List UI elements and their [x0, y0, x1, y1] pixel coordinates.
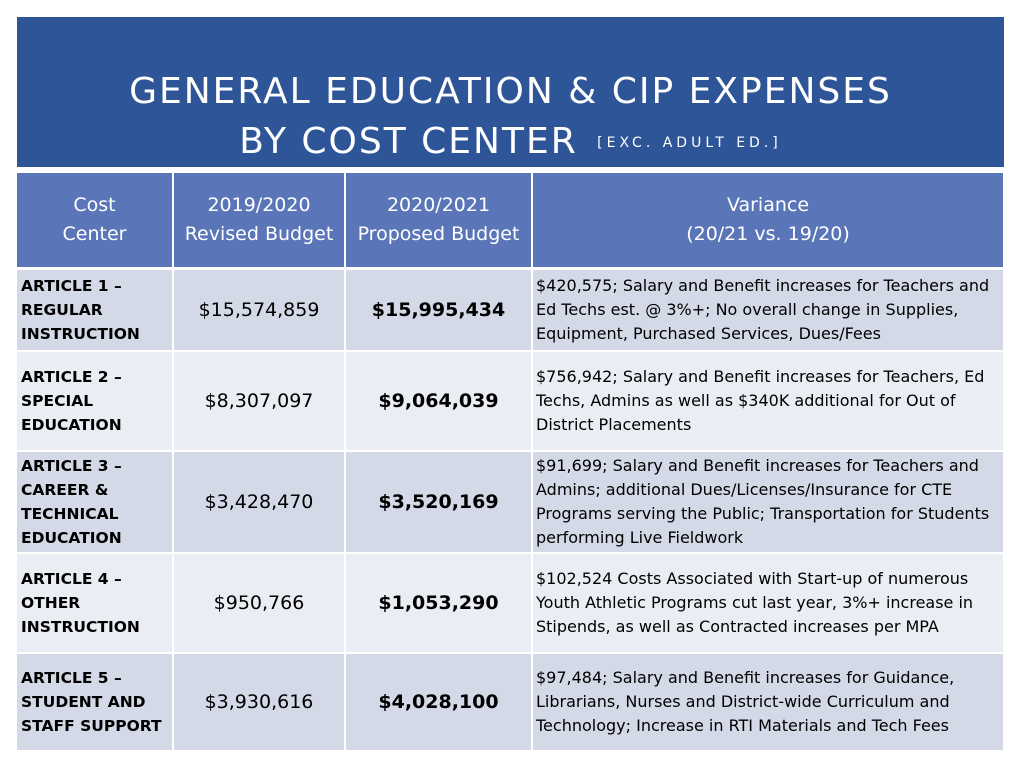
variance-cell: $756,942; Salary and Benefit increases f… [532, 351, 1005, 452]
page-title: GENERAL EDUCATION & CIP EXPENSES [129, 71, 892, 112]
table-row: ARTICLE 5 – STUDENT AND STAFF SUPPORT $3… [17, 653, 1005, 752]
revised-budget-cell: $3,428,470 [173, 451, 346, 554]
variance-cell: $97,484; Salary and Benefit increases fo… [532, 653, 1005, 752]
table-header-row: Cost Center 2019/2020 Revised Budget 202… [17, 173, 1005, 270]
proposed-budget-cell: $15,995,434 [345, 268, 533, 352]
cost-center-cell: ARTICLE 2 – SPECIAL EDUCATION [17, 351, 174, 452]
title-banner: GENERAL EDUCATION & CIP EXPENSES BY COST… [17, 17, 1004, 167]
header-cost-center: Cost Center [17, 173, 174, 270]
table-row: ARTICLE 4 – OTHER INSTRUCTION $950,766 $… [17, 553, 1005, 654]
proposed-budget-cell: $3,520,169 [345, 451, 533, 554]
page-title-main: BY COST CENTER [239, 121, 578, 162]
cost-center-cell: ARTICLE 4 – OTHER INSTRUCTION [17, 553, 174, 654]
variance-cell: $420,575; Salary and Benefit increases f… [532, 268, 1005, 352]
table-row: ARTICLE 1 – REGULAR INSTRUCTION $15,574,… [17, 268, 1005, 352]
header-proposed-budget: 2020/2021 Proposed Budget [345, 173, 533, 270]
header-revised-budget: 2019/2020 Revised Budget [173, 173, 346, 270]
proposed-budget-cell: $4,028,100 [345, 653, 533, 752]
cost-center-cell: ARTICLE 1 – REGULAR INSTRUCTION [17, 268, 174, 352]
page-subtitle: [EXC. ADULT ED.] [597, 135, 782, 151]
proposed-budget-cell: $1,053,290 [345, 553, 533, 654]
variance-cell: $102,524 Costs Associated with Start-up … [532, 553, 1005, 654]
header-variance: Variance (20/21 vs. 19/20) [532, 173, 1005, 270]
revised-budget-cell: $950,766 [173, 553, 346, 654]
table-row: ARTICLE 2 – SPECIAL EDUCATION $8,307,097… [17, 351, 1005, 452]
page-title-line2: BY COST CENTER [EXC. ADULT ED.] [17, 122, 1004, 163]
proposed-budget-cell: $9,064,039 [345, 351, 533, 452]
revised-budget-cell: $8,307,097 [173, 351, 346, 452]
variance-cell: $91,699; Salary and Benefit increases fo… [532, 451, 1005, 554]
cost-center-table: Cost Center 2019/2020 Revised Budget 202… [17, 173, 1005, 752]
revised-budget-cell: $3,930,616 [173, 653, 346, 752]
revised-budget-cell: $15,574,859 [173, 268, 346, 352]
cost-center-cell: ARTICLE 3 – CAREER & TECHNICAL EDUCATION [17, 451, 174, 554]
cost-center-cell: ARTICLE 5 – STUDENT AND STAFF SUPPORT [17, 653, 174, 752]
table-row: ARTICLE 3 – CAREER & TECHNICAL EDUCATION… [17, 451, 1005, 554]
